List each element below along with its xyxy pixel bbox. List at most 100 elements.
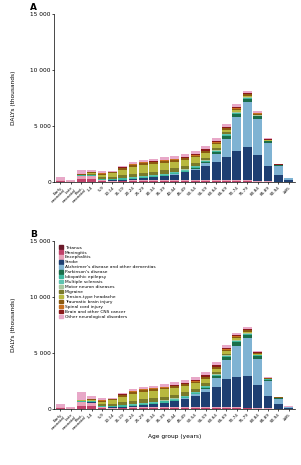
Bar: [98, 171, 106, 173]
Bar: [118, 395, 127, 397]
Bar: [264, 380, 272, 381]
Bar: [160, 160, 169, 161]
Bar: [77, 406, 85, 409]
Bar: [139, 181, 148, 182]
Bar: [170, 408, 179, 409]
Bar: [264, 378, 272, 379]
Bar: [222, 360, 231, 379]
Bar: [139, 165, 148, 173]
Bar: [243, 334, 252, 338]
Bar: [181, 407, 189, 408]
Bar: [160, 175, 169, 176]
X-axis label: Age group (years): Age group (years): [148, 434, 201, 439]
Bar: [201, 159, 210, 160]
Bar: [212, 143, 221, 144]
Bar: [253, 351, 262, 352]
Bar: [201, 392, 210, 407]
Bar: [222, 181, 231, 182]
Bar: [274, 404, 283, 409]
Bar: [149, 181, 158, 182]
Bar: [56, 408, 65, 409]
Bar: [232, 337, 241, 338]
Bar: [232, 118, 241, 151]
Bar: [222, 379, 231, 407]
Bar: [201, 158, 210, 159]
Bar: [274, 398, 283, 399]
Bar: [232, 408, 241, 409]
Bar: [243, 91, 252, 93]
Bar: [77, 401, 85, 402]
Bar: [87, 175, 96, 176]
Bar: [191, 380, 200, 381]
Bar: [212, 141, 221, 142]
Bar: [222, 136, 231, 139]
Bar: [118, 406, 127, 408]
Bar: [222, 354, 231, 355]
Bar: [253, 352, 262, 353]
Bar: [243, 97, 252, 98]
Bar: [129, 392, 138, 394]
Bar: [201, 387, 210, 388]
Bar: [181, 169, 189, 170]
Bar: [201, 161, 210, 162]
Bar: [149, 407, 158, 408]
Bar: [222, 350, 231, 352]
Bar: [222, 128, 231, 130]
Bar: [129, 401, 138, 404]
Bar: [212, 387, 221, 407]
Bar: [212, 374, 221, 375]
Bar: [149, 404, 158, 407]
Bar: [181, 173, 189, 180]
Bar: [253, 114, 262, 115]
Bar: [160, 387, 169, 388]
Bar: [191, 392, 200, 393]
Bar: [201, 407, 210, 408]
Bar: [191, 407, 200, 408]
Bar: [87, 179, 96, 182]
Bar: [212, 366, 221, 367]
Bar: [201, 388, 210, 389]
Bar: [253, 356, 262, 359]
Bar: [118, 405, 127, 406]
Bar: [212, 144, 221, 148]
Bar: [212, 376, 221, 379]
Bar: [212, 372, 221, 374]
Bar: [67, 407, 75, 408]
Bar: [149, 177, 158, 180]
Bar: [191, 181, 200, 182]
Bar: [98, 398, 106, 400]
Bar: [87, 403, 96, 406]
Bar: [201, 384, 210, 385]
Bar: [160, 180, 169, 181]
Bar: [149, 180, 158, 181]
Bar: [118, 179, 127, 180]
Bar: [243, 329, 252, 330]
Bar: [160, 397, 169, 400]
Bar: [191, 155, 200, 156]
Bar: [232, 113, 241, 114]
Bar: [129, 162, 138, 164]
Bar: [222, 407, 231, 408]
Bar: [129, 389, 138, 391]
Bar: [274, 166, 283, 175]
Bar: [201, 386, 210, 387]
Bar: [139, 387, 148, 389]
Bar: [201, 372, 210, 375]
Bar: [149, 399, 158, 402]
Bar: [139, 173, 148, 176]
Bar: [232, 107, 241, 108]
Bar: [170, 407, 179, 408]
Bar: [170, 386, 179, 388]
Bar: [170, 168, 179, 172]
Bar: [243, 180, 252, 181]
Bar: [253, 117, 262, 119]
Bar: [98, 174, 106, 177]
Bar: [181, 380, 189, 383]
Bar: [191, 389, 200, 392]
Bar: [170, 385, 179, 386]
Bar: [243, 147, 252, 180]
Bar: [264, 166, 272, 181]
Bar: [170, 174, 179, 180]
Bar: [181, 171, 189, 172]
Bar: [243, 98, 252, 99]
